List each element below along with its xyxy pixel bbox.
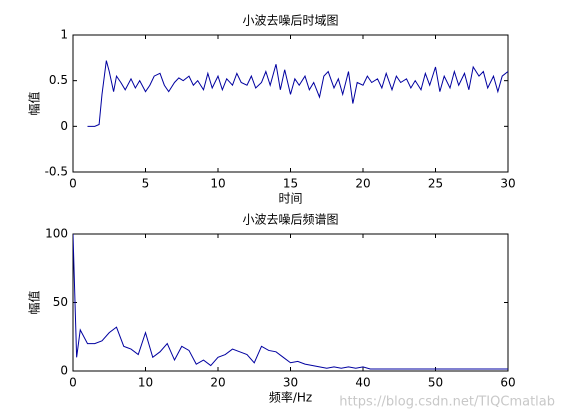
x-axis-label: 时间: [278, 192, 302, 206]
x-tick-label: 40: [355, 376, 370, 390]
x-tick-label: 0: [69, 376, 77, 390]
y-tick-label: 1: [60, 28, 68, 42]
chart-title: 小波去噪后频谱图: [242, 213, 338, 227]
y-tick-label: 100: [45, 227, 68, 241]
data-line: [87, 60, 508, 127]
x-tick-label: 60: [500, 376, 515, 390]
data-line: [73, 234, 508, 370]
x-tick-label: 15: [283, 177, 298, 191]
x-tick-label: 5: [142, 177, 150, 191]
watermark: https://blog.csdn.net/TIQCmatlab: [339, 395, 555, 410]
y-tick-label: 50: [53, 295, 68, 309]
x-tick-label: 10: [138, 376, 153, 390]
y-axis-label: 幅值: [27, 91, 42, 115]
y-axis-label: 幅值: [27, 290, 42, 314]
x-tick-label: 30: [283, 376, 298, 390]
x-tick-label: 20: [355, 177, 370, 191]
y-tick-label: 0: [60, 364, 68, 378]
axes-box: [72, 233, 509, 372]
x-tick-label: 30: [500, 177, 515, 191]
x-tick-label: 25: [428, 177, 443, 191]
y-tick-label: 0: [60, 119, 68, 133]
chart-title: 小波去噪后时域图: [242, 14, 338, 28]
y-tick-label: -0.5: [45, 165, 68, 179]
x-tick-label: 20: [210, 376, 225, 390]
x-tick-label: 50: [428, 376, 443, 390]
x-axis-label: 频率/Hz: [269, 390, 312, 405]
axes-box: [72, 34, 509, 173]
x-tick-label: 0: [69, 177, 77, 191]
x-tick-label: 10: [210, 177, 225, 191]
y-tick-label: 0.5: [49, 73, 68, 87]
